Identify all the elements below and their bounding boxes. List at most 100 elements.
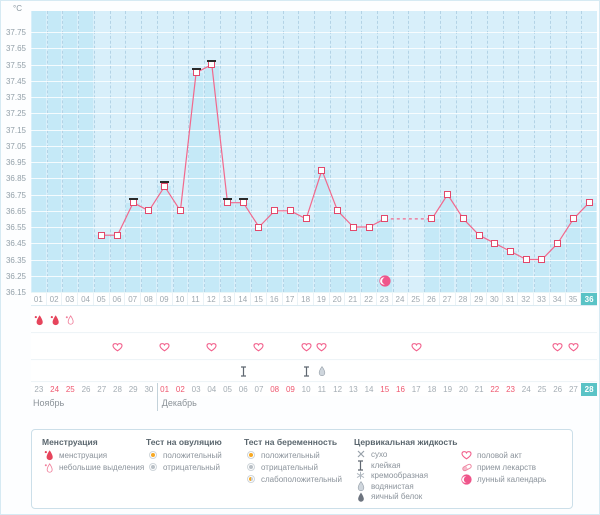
cycle-day-cell[interactable]: 19 (314, 293, 330, 305)
cycle-day-cell[interactable]: 21 (345, 293, 362, 305)
temperature-point (255, 223, 263, 231)
cycle-day-cell[interactable]: 30 (487, 293, 503, 305)
menstruation-cell (157, 307, 173, 332)
cycle-day-cell[interactable]: 27 (440, 293, 456, 305)
temperature-point (444, 191, 452, 199)
intercourse-cell (235, 334, 251, 359)
plot-area (31, 11, 597, 293)
test-negative-icon (146, 463, 159, 471)
cycle-day-cell[interactable]: 05 (94, 293, 110, 305)
h-gridline (31, 259, 597, 261)
cycle-day-cell[interactable]: 20 (330, 293, 346, 305)
legend-group: Тест на овуляцию положительный отрицательн… (146, 436, 238, 502)
menstruation-cell (566, 307, 582, 332)
h-gridline (31, 97, 597, 99)
v-gridline (376, 11, 378, 292)
cycle-day-cell[interactable]: 07 (125, 293, 142, 305)
cycle-day-cell[interactable]: 15 (251, 293, 267, 305)
cycle-day-cell[interactable]: 32 (518, 293, 535, 305)
cycle-day-cell[interactable]: 29 (471, 293, 487, 305)
cycle-day-cell[interactable]: 25 (408, 293, 425, 305)
v-gridline (251, 11, 253, 292)
date-cell: 24 (50, 385, 60, 394)
v-gridline (298, 11, 300, 292)
cycle-day-cell[interactable]: 34 (550, 293, 566, 305)
cervical-cell (534, 361, 550, 381)
cycle-day-cell[interactable]: 10 (173, 293, 189, 305)
cycle-day-cell[interactable]: 35 (566, 293, 582, 305)
intercourse-cell (62, 334, 78, 359)
legend-item-label: слабоположительный (261, 474, 342, 484)
date-row: 23 24 25 26 27 28 29 30 01 02 03 04 05 06 07 08 09 10 11 12… (31, 383, 597, 396)
cycle-day-cell[interactable]: 08 (141, 293, 157, 305)
cycle-day-cell[interactable]: 09 (157, 293, 173, 305)
legend-item: яичный белок (354, 492, 454, 503)
temperature-bar (566, 218, 581, 292)
cycle-day-cell[interactable]: 04 (78, 293, 94, 305)
menstruation-cell (361, 307, 377, 332)
cervical-cell (235, 361, 251, 381)
date-cell: 06 (238, 385, 248, 394)
cycle-day-cell[interactable]: 13 (220, 293, 236, 305)
cycle-day-cell[interactable]: 31 (503, 293, 519, 305)
menstruation-cell (188, 307, 204, 332)
cycle-day-cell[interactable]: 18 (298, 293, 314, 305)
cycle-day-cell[interactable]: 36 (581, 293, 597, 305)
legend-item: сухо (354, 449, 454, 460)
menstruation-cell (267, 307, 283, 332)
temperature-point (113, 231, 121, 239)
date-cell: 25 (537, 385, 547, 394)
cycle-day-cell[interactable]: 24 (393, 293, 409, 305)
cervical-cell (125, 361, 141, 381)
legend-group: Цервикальная жидкость сухо клейкая кремообр… (354, 436, 457, 503)
temperature-bar (582, 202, 596, 292)
cycle-day-cell[interactable]: 33 (534, 293, 550, 305)
h-gridline (31, 210, 597, 212)
legend-item-label: отрицательный (261, 462, 318, 472)
cervical-cell (62, 361, 78, 381)
temperature-bar (173, 210, 188, 292)
cycle-day-cell[interactable]: 14 (235, 293, 252, 305)
cycle-day-cell[interactable]: 16 (267, 293, 283, 305)
date-cell: 27 (97, 385, 107, 394)
temperature-bar (299, 218, 313, 292)
temperature-point (554, 239, 562, 247)
time-flag-marker (128, 197, 138, 200)
temperature-bar (283, 210, 298, 292)
intercourse-heart-icon (316, 342, 327, 352)
h-gridline (31, 162, 597, 164)
cycle-day-cell[interactable]: 02 (47, 293, 63, 305)
cycle-day-cell[interactable]: 28 (456, 293, 472, 305)
date-cell: 05 (223, 385, 232, 394)
cycle-day-cell[interactable]: 06 (110, 293, 126, 305)
intercourse-cell (534, 334, 550, 359)
temperature-bar (110, 235, 125, 292)
date-cell: 13 (348, 385, 358, 394)
legend-group: Менструация менструация небольшие выделени… (42, 436, 144, 502)
moon-icon (460, 473, 473, 485)
cervical-cell (47, 361, 63, 381)
cycle-day-cell[interactable]: 23 (377, 293, 393, 305)
cycle-day-cell[interactable]: 11 (188, 293, 204, 305)
temperature-bar (189, 72, 203, 292)
legend-item: небольшие выделения (42, 461, 144, 473)
cycle-day-cell[interactable]: 17 (283, 293, 299, 305)
date-cell: 18 (427, 385, 437, 394)
h-gridline (31, 275, 597, 277)
time-flag-marker (160, 181, 170, 184)
cycle-day-cell[interactable]: 26 (424, 293, 440, 305)
date-cell: 03 (191, 385, 201, 394)
cycle-day-cell[interactable]: 12 (204, 293, 220, 305)
legend-item: половой акт (460, 449, 556, 461)
sticky-icon (354, 459, 367, 471)
h-gridline (31, 32, 597, 34)
menstruation-cell (141, 307, 157, 332)
drop-red-icon (42, 449, 55, 461)
intercourse-cell (471, 334, 487, 359)
cycle-day-cell[interactable]: 22 (361, 293, 377, 305)
legend-item: клейкая (354, 459, 454, 471)
cycle-day-cell[interactable]: 03 (62, 293, 79, 305)
cervical-cell (487, 361, 503, 381)
temperature-bar (220, 202, 235, 292)
cycle-day-cell[interactable]: 01 (31, 293, 47, 305)
